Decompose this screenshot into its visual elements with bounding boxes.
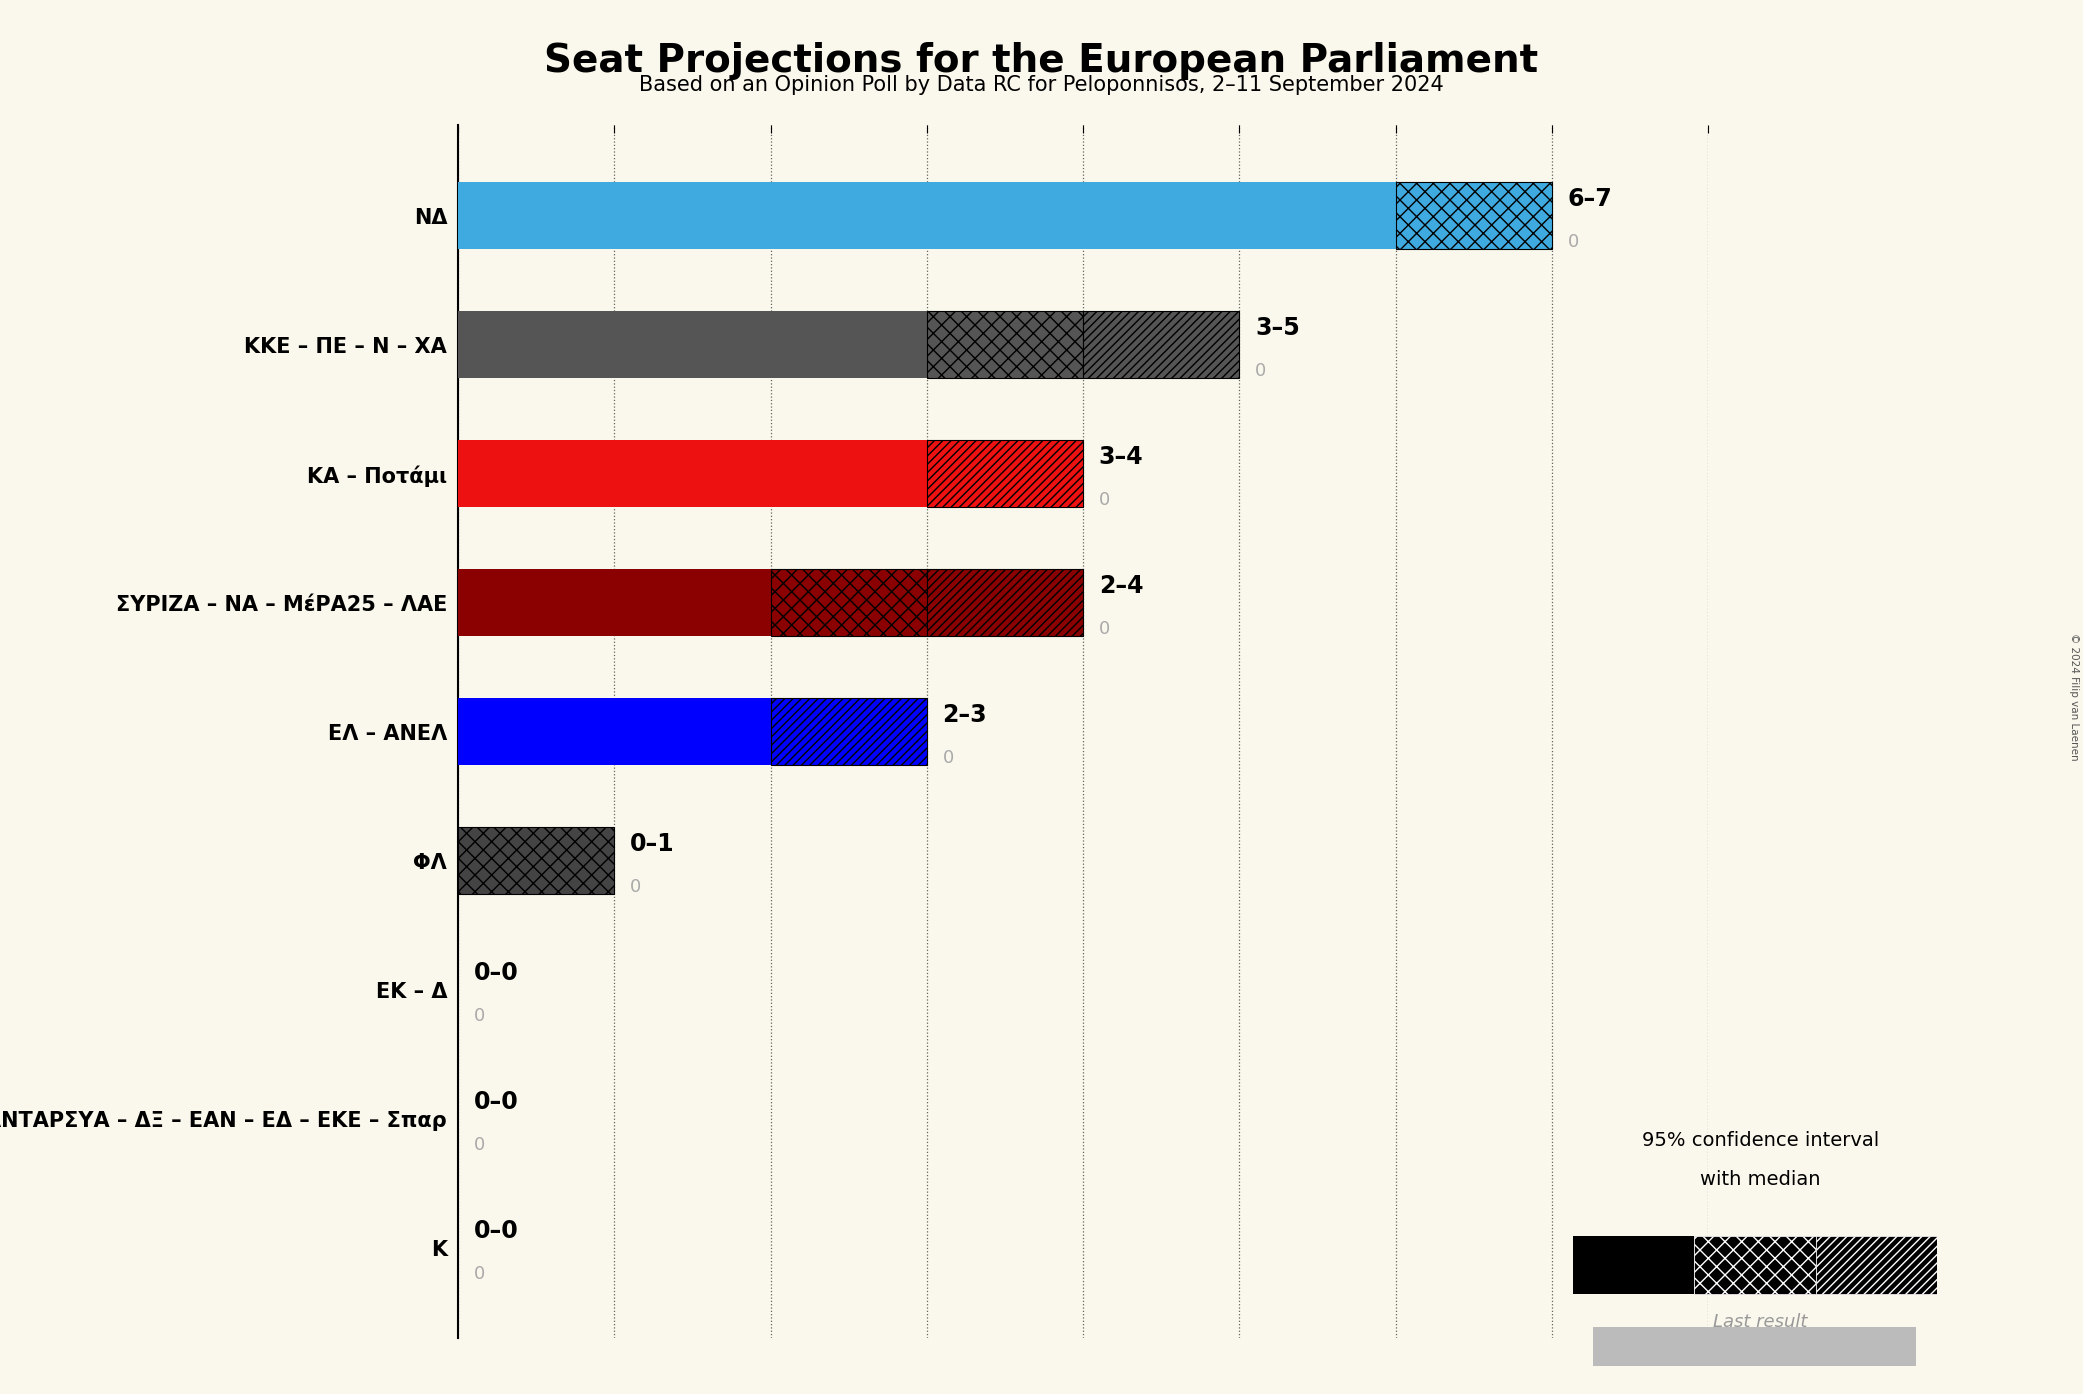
Text: 3–5: 3–5 xyxy=(1254,316,1300,340)
Text: Based on an Opinion Poll by Data RC for Peloponnisos, 2–11 September 2024: Based on an Opinion Poll by Data RC for … xyxy=(639,75,1444,95)
Bar xyxy=(1396,183,1552,250)
Bar xyxy=(927,569,1083,637)
Bar xyxy=(1816,1236,1937,1294)
Bar xyxy=(458,441,927,507)
Bar xyxy=(458,569,771,637)
Bar xyxy=(458,183,1396,250)
Bar xyxy=(927,311,1083,378)
Text: 0: 0 xyxy=(1098,620,1110,637)
Text: 0: 0 xyxy=(629,878,642,896)
Text: 0: 0 xyxy=(942,749,954,767)
Bar xyxy=(771,569,927,637)
Text: 0: 0 xyxy=(1254,361,1266,379)
Text: © 2024 Filip van Laenen: © 2024 Filip van Laenen xyxy=(2068,633,2079,761)
Text: 0: 0 xyxy=(1566,233,1579,251)
Text: 0–0: 0–0 xyxy=(473,1090,519,1114)
Bar xyxy=(1083,311,1239,378)
Text: 0–0: 0–0 xyxy=(473,960,519,986)
Bar xyxy=(458,827,614,895)
Text: 2–3: 2–3 xyxy=(942,703,987,728)
Text: Seat Projections for the European Parliament: Seat Projections for the European Parlia… xyxy=(544,42,1539,79)
Text: 95% confidence interval: 95% confidence interval xyxy=(1641,1131,1879,1150)
Text: with median: with median xyxy=(1700,1170,1821,1189)
Text: 2–4: 2–4 xyxy=(1098,574,1144,598)
Text: 0: 0 xyxy=(473,1136,485,1154)
Text: 0: 0 xyxy=(473,1006,485,1025)
Text: 0–1: 0–1 xyxy=(629,832,675,856)
Text: Last result: Last result xyxy=(1712,1313,1808,1331)
Bar xyxy=(458,698,771,765)
Text: 0–0: 0–0 xyxy=(473,1220,519,1243)
Bar xyxy=(1593,1327,1916,1366)
Text: 0: 0 xyxy=(473,1264,485,1282)
Bar xyxy=(927,441,1083,507)
Bar xyxy=(771,698,927,765)
Text: 3–4: 3–4 xyxy=(1098,445,1144,468)
Bar xyxy=(1573,1236,1693,1294)
Bar xyxy=(1693,1236,1816,1294)
Text: 0: 0 xyxy=(1098,491,1110,509)
Bar xyxy=(458,311,927,378)
Text: 6–7: 6–7 xyxy=(1566,187,1612,210)
